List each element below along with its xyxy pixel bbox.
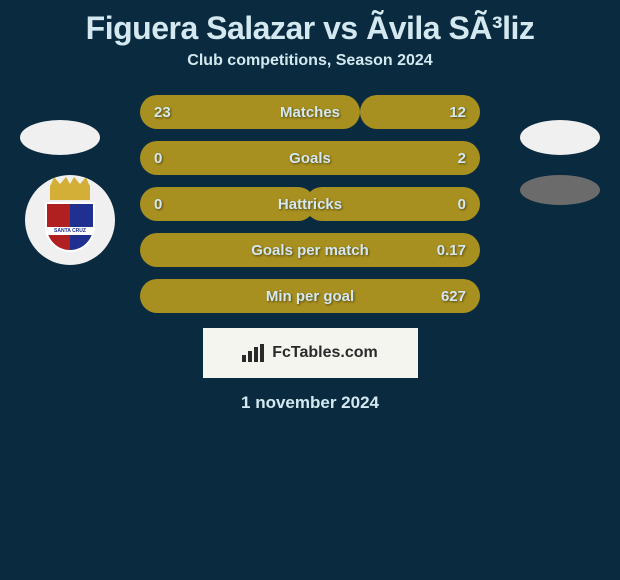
stat-value-right: 627 [441,288,466,305]
stats-container: 23 Matches 12 0 Goals 2 0 Hattricks 0 Go… [140,95,480,313]
club-badge-text: SANTA CRUZ [47,227,93,235]
stat-label: Goals per match [251,242,369,259]
stat-row-hattricks: 0 Hattricks 0 [140,187,480,221]
stat-value-right: 0 [458,196,466,213]
stat-row-min-per-goal: Min per goal 627 [140,279,480,313]
stat-value-right: 0.17 [437,242,466,259]
player-right-club-placeholder [520,175,600,205]
stat-value-right: 2 [458,150,466,167]
stat-label: Min per goal [266,288,354,305]
fctables-label: FcTables.com [272,344,378,362]
stat-value-left: 0 [154,150,162,167]
stat-row-goals: 0 Goals 2 [140,141,480,175]
page-subtitle: Club competitions, Season 2024 [0,52,620,95]
player-left-avatar-placeholder [20,120,100,155]
date-text: 1 november 2024 [0,393,620,413]
fctables-attribution[interactable]: FcTables.com [203,328,418,378]
stat-value-left: 23 [154,104,171,121]
stat-label: Hattricks [278,196,342,213]
stat-row-matches: 23 Matches 12 [140,95,480,129]
stat-label: Goals [289,150,331,167]
club-badge-icon: SANTA CRUZ [40,185,100,255]
page-title: Figuera Salazar vs Ãvila SÃ³liz [0,0,620,52]
fctables-bars-icon [242,344,264,362]
stat-value-left: 0 [154,196,162,213]
stat-value-right: 12 [449,104,466,121]
stat-label: Matches [280,104,340,121]
stat-row-goals-per-match: Goals per match 0.17 [140,233,480,267]
player-right-avatar-placeholder [520,120,600,155]
player-left-club-badge: SANTA CRUZ [25,175,115,265]
